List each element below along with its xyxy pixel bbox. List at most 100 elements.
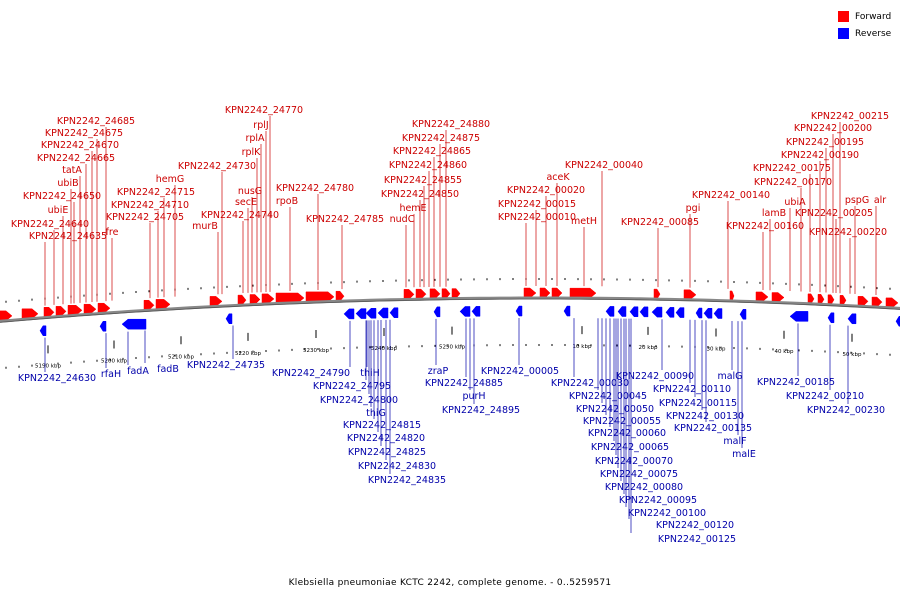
reverse-gene-arrow-22 <box>695 307 703 319</box>
forward-gene-label-kpn2242-24865: KPN2242_24865 <box>393 146 471 157</box>
scale-tick-label-5210-kbp: 5210 kbp <box>168 354 194 360</box>
reverse-gene-label-thih: thiH <box>360 368 380 379</box>
forward-gene-arrow-11 <box>237 294 247 306</box>
reverse-gene-label-kpn2242-24885: KPN2242_24885 <box>425 378 503 389</box>
reverse-gene-arrow-18 <box>639 306 649 318</box>
reverse-gene-label-kpn2242-00230: KPN2242_00230 <box>807 405 885 416</box>
forward-gene-label-kpn2242-24635: KPN2242_24635 <box>29 231 107 242</box>
forward-gene-label-kpn2242-24860: KPN2242_24860 <box>389 160 467 171</box>
reverse-gene-label-malg: malG <box>717 371 742 382</box>
reverse-gene-arrow-23 <box>703 308 713 319</box>
scale-tick-label-20-kbp: 20 kbp <box>639 345 658 351</box>
forward-gene-label-murb: murB <box>192 221 218 232</box>
forward-gene-arrow-8 <box>143 299 155 311</box>
reverse-gene-arrow-29 <box>895 316 900 327</box>
forward-gene-arrow-21 <box>451 288 461 299</box>
forward-gene-label-kpn2242-24780: KPN2242_24780 <box>276 183 354 194</box>
map-caption: Klebsiella pneumoniae KCTC 2242, complet… <box>288 578 612 588</box>
reverse-gene-arrow-10 <box>433 306 441 318</box>
reverse-gene-arrow-21 <box>675 307 685 318</box>
reverse-gene-label-kpn2242-00110: KPN2242_00110 <box>653 384 731 395</box>
forward-gene-label-alr: alr <box>874 195 886 206</box>
forward-gene-arrow-13 <box>261 293 275 305</box>
reverse-gene-arrow-25 <box>739 309 747 320</box>
forward-gene-label-kpn2242-24855: KPN2242_24855 <box>384 175 462 186</box>
forward-gene-arrow-19 <box>429 288 441 300</box>
forward-gene-label-kpn2242-00190: KPN2242_00190 <box>781 150 859 161</box>
forward-gene-label-kpn2242-24770: KPN2242_24770 <box>225 105 303 116</box>
forward-gene-label-ubia: ubiA <box>784 197 806 208</box>
reverse-gene-arrow-5 <box>343 308 355 320</box>
forward-gene-arrow-15 <box>305 291 335 303</box>
reverse-gene-arrow-8 <box>377 307 389 319</box>
forward-gene-label-pgi: pgi <box>686 203 701 214</box>
scale-tick-label-10-kbp: 10 kbp <box>573 344 592 350</box>
legend-forward: Forward <box>838 8 891 25</box>
reverse-gene-arrow-1 <box>39 325 47 337</box>
reverse-gene-label-kpn2242-24790: KPN2242_24790 <box>272 368 350 379</box>
forward-gene-arrow-16 <box>335 290 345 302</box>
reverse-gene-label-kpn2242-24630: KPN2242_24630 <box>18 373 96 384</box>
forward-gene-label-kpn2242-24715: KPN2242_24715 <box>117 187 195 198</box>
reverse-gene-arrow-27 <box>827 312 835 324</box>
reverse-gene-label-kpn2242-24795: KPN2242_24795 <box>313 381 391 392</box>
reverse-gene-arrow-13 <box>515 305 523 317</box>
reverse-gene-label-kpn2242-00090: KPN2242_00090 <box>616 371 694 382</box>
forward-gene-arrow-31 <box>807 293 815 305</box>
forward-gene-arrow-9 <box>155 299 171 310</box>
reverse-gene-label-zrap: zraP <box>428 366 449 377</box>
forward-gene-arrow-7 <box>97 302 111 314</box>
forward-gene-label-kpn2242-24665: KPN2242_24665 <box>37 153 115 164</box>
reverse-swatch <box>838 28 849 39</box>
forward-gene-label-kpn2242-00170: KPN2242_00170 <box>754 177 832 188</box>
forward-gene-label-kpn2242-24650: KPN2242_24650 <box>23 191 101 202</box>
forward-gene-label-tata: tatA <box>62 165 82 176</box>
forward-gene-label-kpn2242-24640: KPN2242_24640 <box>11 219 89 230</box>
scale-tick-label-5230-kbp: 5230 kbp <box>303 348 329 354</box>
reverse-gene-arrow-24 <box>713 308 723 319</box>
reverse-gene-label-malf: malF <box>723 436 746 447</box>
reverse-gene-label-fada: fadA <box>127 366 149 377</box>
reverse-gene-arrow-12 <box>471 306 481 317</box>
reverse-gene-label-kpn2242-00095: KPN2242_00095 <box>619 495 697 506</box>
forward-gene-label-fre: fre <box>106 227 119 238</box>
forward-gene-arrow-12 <box>249 294 261 305</box>
reverse-gene-label-kpn2242-00210: KPN2242_00210 <box>786 391 864 402</box>
scale-tick-label-5240-kbp: 5240 kbp <box>371 346 397 352</box>
reverse-gene-label-male: malE <box>732 449 756 460</box>
reverse-gene-label-kpn2242-00125: KPN2242_00125 <box>658 534 736 545</box>
scale-tick-label-5250-kbp: 5250 kbp <box>439 345 465 351</box>
reverse-gene-label-kpn2242-00070: KPN2242_00070 <box>595 456 673 467</box>
forward-gene-label-kpn2242-24685: KPN2242_24685 <box>57 116 135 127</box>
forward-gene-arrow-25 <box>569 287 597 299</box>
reverse-gene-label-kpn2242-24825: KPN2242_24825 <box>348 447 426 458</box>
forward-gene-label-rplj: rplJ <box>253 120 268 131</box>
scale-tick-label-50-kbp: 50 kbp <box>843 352 862 358</box>
forward-gene-arrow-28 <box>729 290 735 302</box>
forward-gene-label-kpn2242-24730: KPN2242_24730 <box>178 161 256 172</box>
genome-backbone <box>0 296 900 323</box>
reverse-gene-arrow-28 <box>847 313 857 325</box>
reverse-gene-arrow-6 <box>355 308 367 319</box>
reverse-gene-label-rfah: rfaH <box>101 369 121 380</box>
scale-tick-label-5190-kbp: 5190 kbp <box>35 363 61 369</box>
reverse-gene-label-kpn2242-24800: KPN2242_24800 <box>320 395 398 406</box>
forward-gene-arrow-22 <box>523 287 537 299</box>
reverse-gene-label-kpn2242-00005: KPN2242_00005 <box>481 366 559 377</box>
reverse-gene-arrow-14 <box>563 305 571 317</box>
forward-gene-arrow-33 <box>827 294 835 306</box>
forward-gene-label-pspg: pspG <box>845 195 869 206</box>
forward-gene-label-kpn2242-24875: KPN2242_24875 <box>402 133 480 144</box>
reverse-gene-arrow-11 <box>459 306 471 317</box>
legend-reverse: Reverse <box>838 25 891 42</box>
forward-gene-arrow-27 <box>683 289 697 301</box>
reverse-gene-arrow-3 <box>121 318 147 330</box>
forward-gene-label-kpn2242-00085: KPN2242_00085 <box>621 217 699 228</box>
legend: Forward Reverse <box>838 8 891 42</box>
forward-gene-label-kpn2242-00010: KPN2242_00010 <box>498 212 576 223</box>
reverse-gene-arrow-7 <box>365 308 377 319</box>
forward-gene-arrow-6 <box>83 303 97 315</box>
reverse-gene-arrow-16 <box>617 306 627 317</box>
forward-gene-label-lamb: lamB <box>762 208 786 219</box>
reverse-gene-arrow-17 <box>629 306 639 317</box>
